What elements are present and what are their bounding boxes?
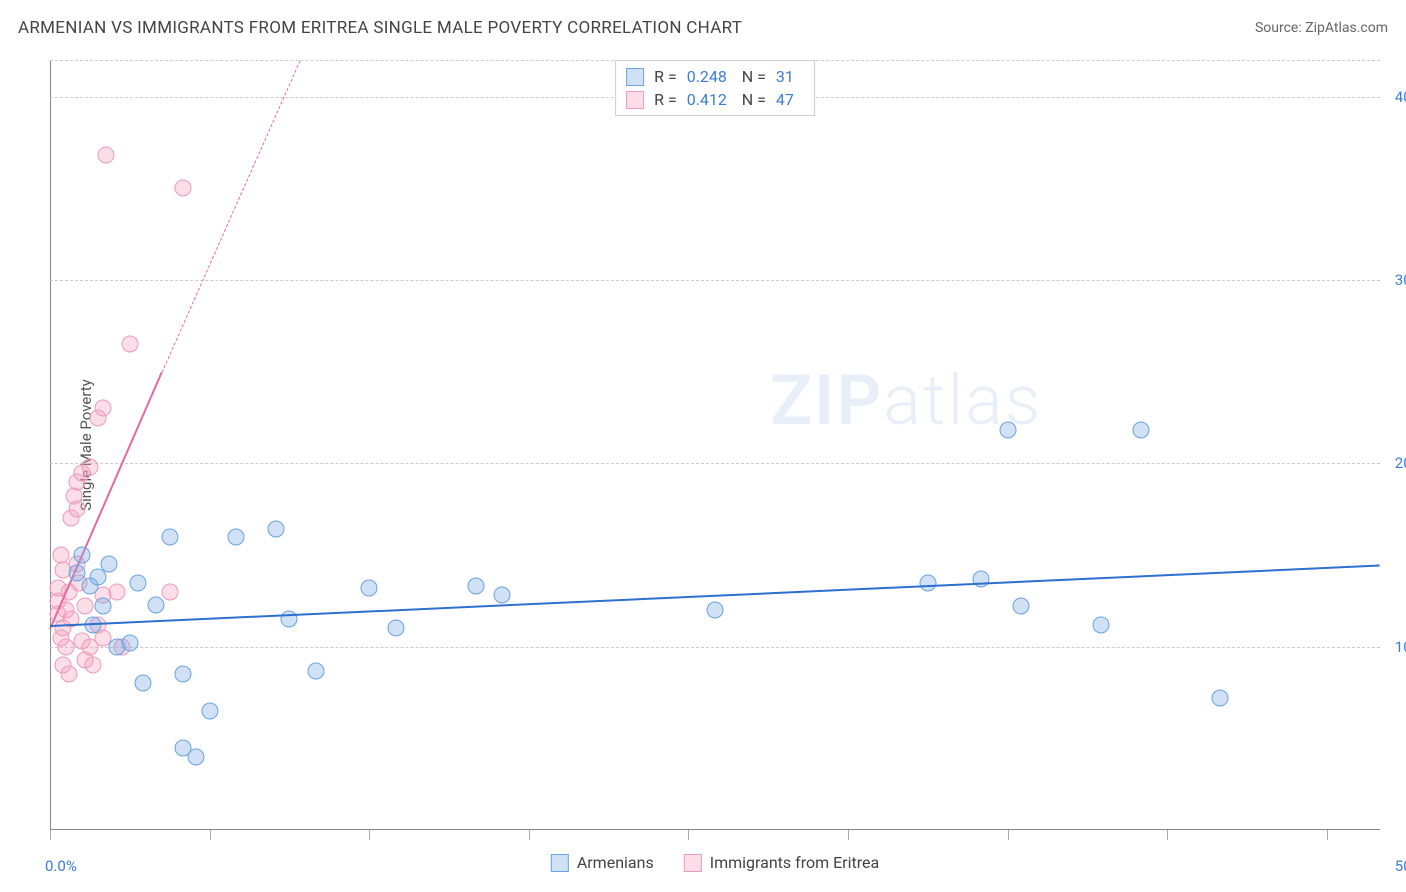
chart-header: ARMENIAN VS IMMIGRANTS FROM ERITREA SING…: [18, 18, 1388, 38]
x-tick: [529, 830, 530, 840]
scatter-point: [68, 565, 85, 582]
x-tick: [848, 830, 849, 840]
grid-line: [50, 647, 1380, 648]
plot-region: ZIPatlas 10.0%20.0%30.0%40.0%0.0%50.0%: [50, 60, 1380, 830]
stats-box: R = 0.248 N = 31 R = 0.412 N = 47: [615, 60, 815, 116]
legend-item: Immigrants from Eritrea: [684, 853, 879, 872]
scatter-point: [387, 620, 404, 637]
x-tick: [369, 830, 370, 840]
scatter-point: [108, 583, 125, 600]
scatter-point: [121, 336, 138, 353]
scatter-point: [1132, 422, 1149, 439]
stats-n-value: 47: [776, 90, 804, 109]
chart-source: Source: ZipAtlas.com: [1255, 20, 1388, 36]
scatter-point: [919, 574, 936, 591]
scatter-point: [175, 180, 192, 197]
scatter-point: [494, 587, 511, 604]
watermark-light: atlas: [883, 360, 1042, 442]
bottom-legend: Armenians Immigrants from Eritrea: [551, 853, 879, 872]
legend-item: Armenians: [551, 853, 654, 872]
scatter-point: [68, 501, 85, 518]
x-tick: [1167, 830, 1168, 840]
scatter-point: [76, 598, 93, 615]
scatter-point: [308, 662, 325, 679]
trend-line-dashed: [161, 60, 300, 372]
scatter-point: [1212, 690, 1229, 707]
scatter-point: [1092, 616, 1109, 633]
scatter-point: [148, 596, 165, 613]
scatter-point: [161, 528, 178, 545]
scatter-point: [1012, 598, 1029, 615]
scatter-point: [84, 657, 101, 674]
x-tick: [1327, 830, 1328, 840]
scatter-point: [161, 583, 178, 600]
x-tick: [50, 830, 51, 840]
scatter-point: [135, 675, 152, 692]
scatter-point: [81, 459, 98, 476]
grid-line: [50, 463, 1380, 464]
scatter-point: [95, 598, 112, 615]
stats-n-label: N =: [742, 67, 766, 86]
legend-label: Immigrants from Eritrea: [710, 853, 879, 872]
stats-n-value: 31: [776, 67, 804, 86]
scatter-point: [228, 528, 245, 545]
chart-area: Single Male Poverty ZIPatlas 10.0%20.0%3…: [50, 60, 1380, 830]
scatter-point: [121, 635, 138, 652]
scatter-point: [129, 574, 146, 591]
scatter-point: [188, 748, 205, 765]
watermark-bold: ZIP: [770, 360, 883, 442]
y-tick-label: 10.0%: [1395, 638, 1406, 656]
y-tick-label: 20.0%: [1395, 454, 1406, 472]
scatter-point: [175, 666, 192, 683]
scatter-point: [268, 521, 285, 538]
x-tick-label-left: 0.0%: [45, 857, 77, 875]
x-axis-line: [50, 829, 1380, 830]
x-tick: [1008, 830, 1009, 840]
scatter-point: [467, 578, 484, 595]
x-tick: [210, 830, 211, 840]
stats-n-label: N =: [742, 90, 766, 109]
scatter-point: [97, 147, 114, 164]
stats-row: R = 0.248 N = 31: [626, 65, 804, 88]
y-axis-line: [50, 60, 51, 830]
scatter-point: [73, 547, 90, 564]
chart-title: ARMENIAN VS IMMIGRANTS FROM ERITREA SING…: [18, 18, 742, 38]
legend-swatch: [551, 854, 569, 872]
scatter-point: [707, 602, 724, 619]
scatter-point: [95, 400, 112, 417]
stats-r-value: 0.412: [687, 90, 732, 109]
stats-r-label: R =: [654, 67, 677, 86]
y-tick-label: 30.0%: [1395, 271, 1406, 289]
scatter-point: [100, 556, 117, 573]
stats-r-value: 0.248: [687, 67, 732, 86]
grid-line: [50, 280, 1380, 281]
scatter-point: [60, 666, 77, 683]
legend-swatch: [626, 68, 644, 86]
y-tick-label: 40.0%: [1395, 88, 1406, 106]
legend-swatch: [684, 854, 702, 872]
legend-label: Armenians: [577, 853, 654, 872]
scatter-point: [999, 422, 1016, 439]
stats-r-label: R =: [654, 90, 677, 109]
x-tick: [688, 830, 689, 840]
stats-row: R = 0.412 N = 47: [626, 88, 804, 111]
scatter-point: [57, 638, 74, 655]
scatter-point: [201, 702, 218, 719]
scatter-point: [361, 580, 378, 597]
legend-swatch: [626, 91, 644, 109]
x-tick-label-right: 50.0%: [1395, 857, 1406, 875]
